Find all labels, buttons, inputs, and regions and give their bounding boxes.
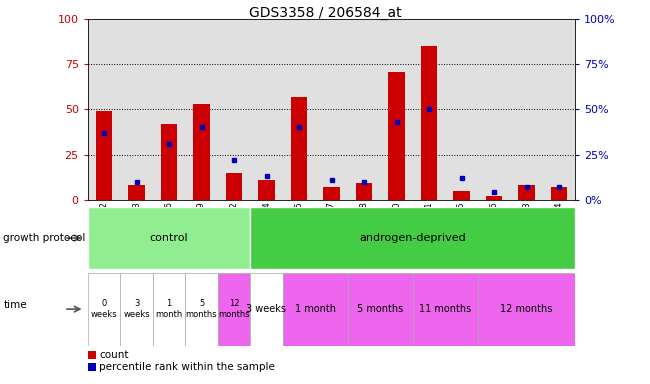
Bar — [291, 97, 307, 200]
Bar — [88, 207, 250, 269]
Text: 11 months: 11 months — [419, 304, 471, 314]
Bar — [88, 19, 120, 200]
Bar — [218, 19, 250, 200]
Bar — [226, 173, 242, 200]
Bar — [551, 187, 567, 200]
Text: control: control — [150, 233, 188, 243]
Bar — [454, 191, 469, 200]
Bar — [194, 104, 209, 200]
Text: percentile rank within the sample: percentile rank within the sample — [99, 362, 276, 372]
Bar — [96, 111, 112, 200]
Bar — [413, 19, 445, 200]
Bar — [389, 71, 404, 200]
Bar — [120, 273, 153, 346]
Bar — [413, 273, 478, 346]
Bar — [250, 273, 283, 346]
Bar — [510, 19, 543, 200]
Bar — [519, 185, 534, 200]
Bar — [348, 19, 380, 200]
Bar — [421, 46, 437, 200]
Text: GDS3358 / 206584_at: GDS3358 / 206584_at — [249, 6, 401, 20]
Bar — [478, 273, 575, 346]
Bar — [445, 19, 478, 200]
Text: 3
weeks: 3 weeks — [124, 300, 150, 319]
Bar — [120, 19, 153, 200]
Text: 3 weeks: 3 weeks — [246, 304, 287, 314]
Text: 5
months: 5 months — [186, 300, 217, 319]
Text: 1
month: 1 month — [155, 300, 183, 319]
Bar — [283, 273, 348, 346]
Bar — [259, 180, 274, 200]
Text: 12 months: 12 months — [500, 304, 552, 314]
Bar — [478, 19, 510, 200]
Bar — [185, 273, 218, 346]
Text: time: time — [3, 300, 27, 310]
Bar — [129, 185, 144, 200]
Bar — [218, 273, 250, 346]
Bar — [380, 19, 413, 200]
Bar — [161, 124, 177, 200]
Bar — [486, 196, 502, 200]
Bar — [88, 273, 120, 346]
Bar — [250, 207, 575, 269]
Bar — [250, 19, 283, 200]
Text: count: count — [99, 350, 129, 360]
Text: 5 months: 5 months — [357, 304, 404, 314]
Bar — [315, 19, 348, 200]
Bar — [283, 19, 315, 200]
Text: growth protocol: growth protocol — [3, 233, 86, 243]
Bar — [185, 19, 218, 200]
Bar — [348, 273, 413, 346]
Bar — [324, 187, 339, 200]
Text: 12
months: 12 months — [218, 300, 250, 319]
Text: 1 month: 1 month — [294, 304, 336, 314]
Bar — [153, 19, 185, 200]
Bar — [543, 19, 575, 200]
Bar — [153, 273, 185, 346]
Bar — [356, 184, 372, 200]
Text: 0
weeks: 0 weeks — [91, 300, 117, 319]
Text: androgen-deprived: androgen-deprived — [359, 233, 466, 243]
